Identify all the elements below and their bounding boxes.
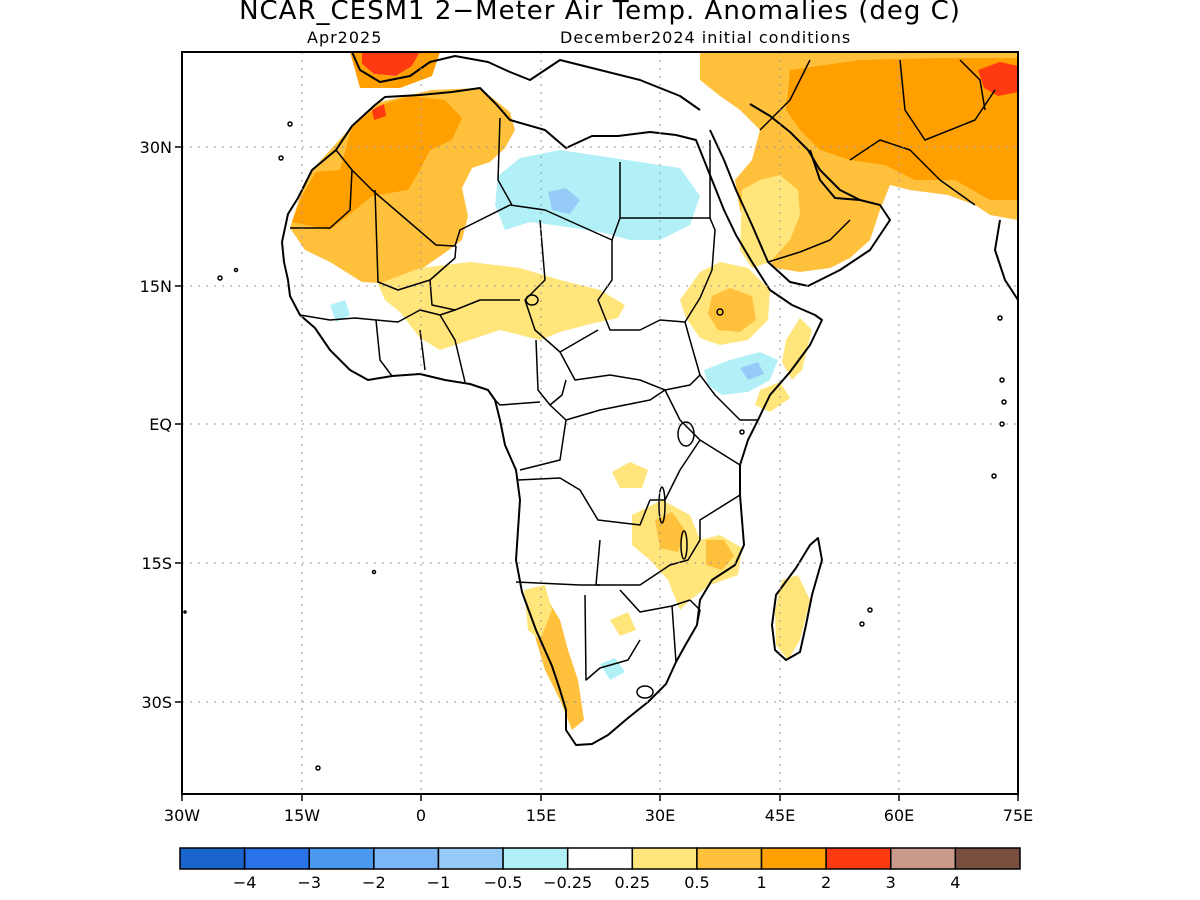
morocco-hot-spot [372, 104, 386, 120]
colorbar-label: −3 [297, 873, 321, 892]
east-africa-warm [755, 382, 790, 412]
initial-conditions-label: December2024 initial conditions [560, 28, 852, 47]
namibia-light [524, 585, 552, 640]
lon-tick-label: 30E [645, 806, 675, 825]
colorbar-label: 0.5 [684, 873, 709, 892]
colorbar-label: 2 [821, 873, 831, 892]
central-asia-hot [978, 62, 1018, 96]
iberia-warm [350, 52, 440, 88]
colorbar-label: −0.25 [543, 873, 592, 892]
sahara-west-strong [292, 96, 462, 230]
lon-tick-label: 0 [416, 806, 426, 825]
colorbar-label: 1 [756, 873, 766, 892]
colorbar-swatch [631, 847, 698, 870]
arabia-light [740, 175, 800, 268]
longitude-ticks: 30W 15W 0 15E 30E 45E 60E 75E [164, 794, 1033, 825]
colorbar-swatch [179, 847, 246, 870]
colorbar-swatch [373, 847, 440, 870]
plot-frame [181, 51, 1019, 795]
africa-coastline [281, 87, 823, 746]
lat-tick-label: 30N [140, 138, 172, 157]
colorbar-label: −1 [427, 873, 451, 892]
india-coastline [994, 219, 1018, 301]
country-borders [290, 59, 996, 681]
madagascar-coastline [771, 537, 823, 661]
lon-tick-label: 15E [526, 806, 556, 825]
gridlines [182, 52, 1018, 794]
lat-tick-label: EQ [149, 415, 172, 434]
lat-tick-label: 15S [141, 554, 172, 573]
iberia-hot [362, 52, 420, 76]
latitude-ticks: 30N 15N EQ 15S 30S [140, 138, 182, 712]
horn-warm [782, 318, 812, 380]
ethiopia-strong [708, 288, 756, 332]
west-africa-cold [330, 300, 350, 322]
lon-tick-label: 45E [765, 806, 795, 825]
europe-coastline [351, 52, 701, 111]
chart-title: NCAR_CESM1 2−Meter Air Temp. Anomalies (… [239, 0, 961, 26]
colorbar-label: −0.5 [484, 873, 523, 892]
sahara-central-cold [495, 150, 700, 240]
lon-tick-label: 75E [1003, 806, 1033, 825]
warm-anomaly-fields [290, 52, 1018, 730]
angola-spot [610, 612, 636, 636]
colorbar-swatch [243, 847, 310, 870]
lon-tick-label: 15W [284, 806, 320, 825]
colorbar-swatch [825, 847, 892, 870]
colorbar-label: 4 [950, 873, 960, 892]
colorbar-swatch [502, 847, 569, 870]
madagascar-warm [775, 575, 810, 660]
lon-tick-label: 60E [884, 806, 914, 825]
colorbar-label: 3 [886, 873, 896, 892]
central-africa-spot [612, 462, 648, 488]
colorbar-swatch [954, 847, 1021, 870]
south-africa-cold [600, 658, 625, 680]
colorbar-label: −4 [233, 873, 257, 892]
colorbar-label: −2 [362, 873, 386, 892]
lat-tick-label: 30S [141, 693, 172, 712]
arabia-coastline [709, 103, 891, 287]
colorbar-swatch [890, 847, 957, 870]
iran-strong [786, 58, 1018, 200]
lakes-islands [183, 121, 1007, 771]
map-area [183, 52, 1018, 771]
persian-gulf [809, 149, 861, 201]
colorbar-swatch [437, 847, 504, 870]
sahel-west-warm [378, 262, 625, 350]
namibia-warm [530, 600, 584, 730]
colorbar-label: 0.25 [614, 873, 650, 892]
colorbar: −4 −3 −2 −1 −0.5 −0.25 0.25 0.5 1 2 3 4 [179, 847, 1021, 892]
colorbar-swatch [760, 847, 827, 870]
colorbar-swatch [566, 847, 634, 870]
east-africa-cold [704, 352, 778, 395]
lon-tick-label: 30W [164, 806, 200, 825]
forecast-month: Apr2025 [307, 28, 383, 47]
colorbar-swatch [308, 847, 375, 870]
lat-tick-label: 15N [140, 277, 172, 296]
sahara-central-colder [548, 188, 580, 214]
colorbar-swatch [696, 847, 763, 870]
coastlines [281, 52, 1018, 746]
east-africa-colder [740, 362, 764, 380]
